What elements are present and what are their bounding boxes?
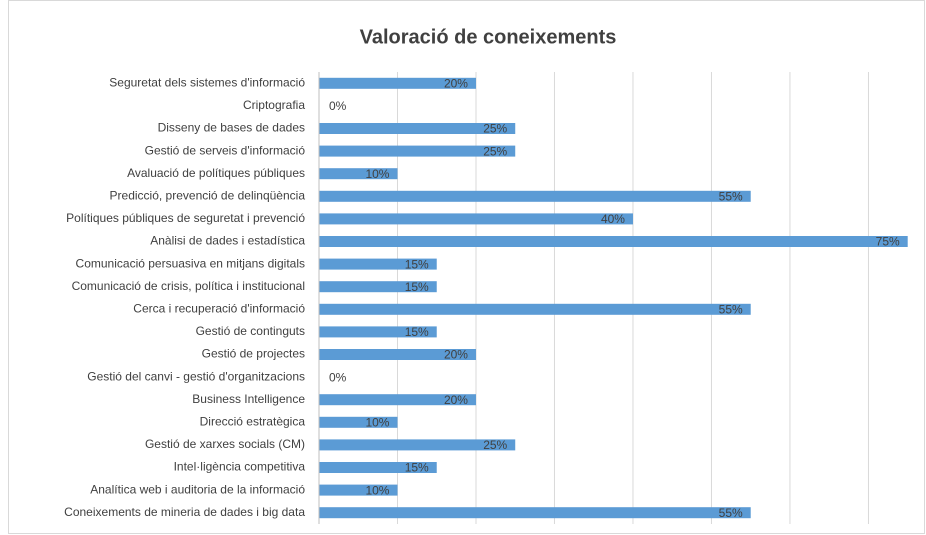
y-tick-label: Gestió de continguts xyxy=(196,324,305,338)
data-label: 15% xyxy=(405,461,429,475)
y-tick-label: Direcció estratègica xyxy=(200,414,306,428)
data-label: 20% xyxy=(444,76,468,90)
y-tick-label: Gestió de projectes xyxy=(202,347,305,361)
bar xyxy=(319,416,398,428)
bar xyxy=(319,507,751,519)
data-label: 10% xyxy=(365,167,389,181)
data-label: 15% xyxy=(405,325,429,339)
data-label: 55% xyxy=(719,189,743,203)
bar xyxy=(319,123,516,134)
bar xyxy=(319,236,908,247)
data-label: 55% xyxy=(719,302,743,316)
bar xyxy=(319,145,516,157)
bar xyxy=(319,394,476,406)
bar xyxy=(319,77,476,89)
data-label: 15% xyxy=(405,257,429,271)
bar xyxy=(319,213,633,225)
y-tick-label: Gestió del canvi - gestió d'organitzacio… xyxy=(87,369,305,383)
bar xyxy=(319,281,437,293)
chart-title: Valoració de coneixements xyxy=(360,26,617,48)
data-label: 0% xyxy=(329,370,347,384)
y-tick-label: Comunicació de crisis, política i instit… xyxy=(72,279,305,293)
bar xyxy=(319,462,437,473)
y-tick-label: Avaluació de polítiques públiques xyxy=(127,166,305,180)
y-tick-label: Criptografia xyxy=(243,98,305,112)
bar xyxy=(319,258,437,270)
y-tick-label: Intel·ligència competitiva xyxy=(174,460,306,474)
y-tick-label: Disseny de bases de dades xyxy=(158,121,305,135)
bar xyxy=(319,349,476,360)
y-tick-label: Cerca i recuperació d'informació xyxy=(133,301,305,315)
y-tick-label: Comunicació persuasiva en mitjans digita… xyxy=(76,256,305,270)
bar xyxy=(319,190,751,202)
bar xyxy=(319,484,398,496)
data-label: 10% xyxy=(365,483,389,497)
data-label: 20% xyxy=(444,348,468,362)
y-tick-label: Predicció, prevenció de delinqüència xyxy=(110,188,306,202)
y-tick-label: Polítiques públiques de seguretat i prev… xyxy=(66,211,305,225)
bar xyxy=(319,439,516,451)
y-tick-label: Analítica web i auditoria de la informac… xyxy=(90,482,305,496)
data-label: 0% xyxy=(329,99,347,113)
data-label: 25% xyxy=(483,438,507,452)
bar xyxy=(319,303,751,315)
data-label: 10% xyxy=(365,415,389,429)
y-tick-label: Gestió de xarxes socials (CM) xyxy=(145,437,305,451)
y-tick-label: Coneixements de mineria de dades i big d… xyxy=(64,505,305,519)
data-label: 15% xyxy=(405,280,429,294)
y-tick-label: Anàlisi de dades i estadística xyxy=(150,234,305,248)
data-label: 40% xyxy=(601,212,625,226)
data-label: 55% xyxy=(719,506,743,520)
bar xyxy=(319,168,398,180)
data-label: 20% xyxy=(444,393,468,407)
data-label: 75% xyxy=(876,235,900,249)
bar xyxy=(319,326,437,338)
data-label: 25% xyxy=(483,144,507,158)
y-tick-label: Gestió de serveis d'informació xyxy=(145,143,306,157)
y-tick-label: Seguretat dels sistemes d'informació xyxy=(109,75,305,89)
data-label: 25% xyxy=(483,122,507,136)
y-tick-label: Business Intelligence xyxy=(192,392,305,406)
